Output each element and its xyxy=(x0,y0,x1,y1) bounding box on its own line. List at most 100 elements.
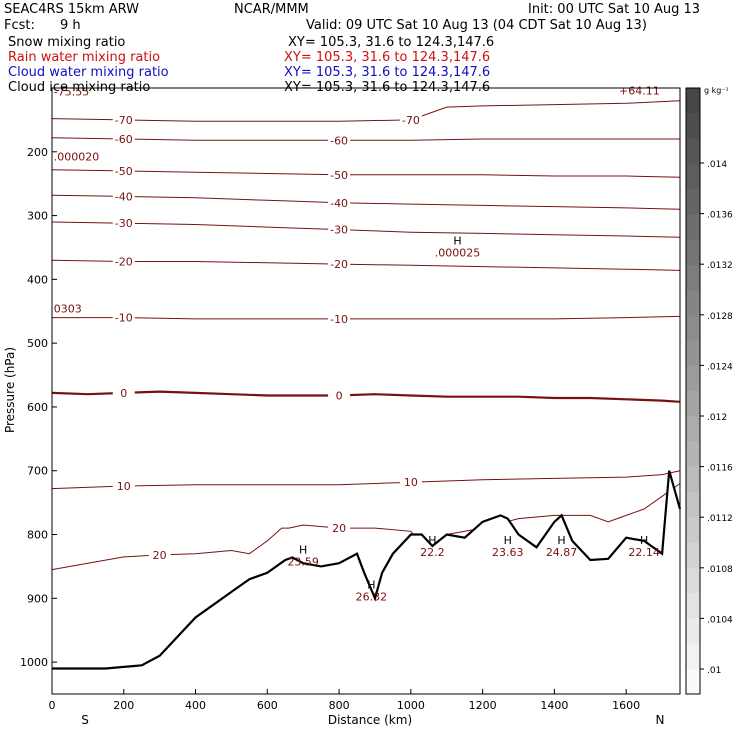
contour-label-bg xyxy=(328,311,351,325)
contour-label: -70 xyxy=(115,114,133,127)
x-axis-label: Distance (km) xyxy=(328,713,412,727)
colorbar-tick-label: .0136 xyxy=(707,211,733,221)
terrain-fill xyxy=(52,470,680,694)
contour-label: 0 xyxy=(336,389,343,402)
colorbar-segment xyxy=(686,567,700,594)
contour-label-bg xyxy=(328,257,351,271)
y-tick-label: 700 xyxy=(27,465,48,478)
colorbar-tick-label: .01 xyxy=(707,666,721,676)
x-tick-label: 0 xyxy=(49,699,56,712)
colorbar-segment xyxy=(686,643,700,670)
colorbar-tick-label: .014 xyxy=(707,160,727,170)
colorbar: .014 .0136 .0132 .0128 .0124 .012 .0116 .0112 .0… xyxy=(685,87,733,695)
colorbar-tick-label: .0112 xyxy=(707,514,733,524)
maximum-value: 23.59 xyxy=(287,556,319,569)
contour-label: -70 xyxy=(402,114,420,127)
field-xsect-cloud-water: XY= 105.3, 31.6 to 124.3,147.6 xyxy=(284,65,491,80)
contour-line xyxy=(51,390,681,403)
colorbar-segment xyxy=(686,668,700,695)
colorbar-segment xyxy=(686,290,700,316)
x-tick-label: 600 xyxy=(257,699,278,712)
colorbar-segment xyxy=(686,315,700,341)
maximum-marker: H xyxy=(428,534,436,547)
center-label: NCAR/MMM xyxy=(234,2,309,17)
contour-label-bg xyxy=(112,479,135,493)
contour-label: -40 xyxy=(115,190,133,203)
contour-line xyxy=(51,259,681,271)
x-tick-label: 800 xyxy=(329,699,350,712)
colorbar-segment xyxy=(686,138,700,165)
model-title: SEAC4RS 15km ARW xyxy=(4,2,140,17)
colorbar-segment xyxy=(686,239,700,266)
contour-line xyxy=(52,315,681,320)
contour-label: -50 xyxy=(330,169,348,182)
terrain xyxy=(52,470,682,694)
maximum-value: 22.2 xyxy=(420,546,445,559)
contour-line xyxy=(51,169,681,178)
x-tick-label: 1600 xyxy=(612,699,640,712)
field-name-snow: Snow mixing ratio xyxy=(8,35,126,50)
maximum-marker: H xyxy=(367,579,375,592)
extreme-value-label: +64.11 xyxy=(619,84,660,97)
colorbar-tick-label: .0124 xyxy=(707,362,733,372)
fcst-label: Fcst: xyxy=(4,18,35,33)
contour-label-bg xyxy=(328,133,351,147)
contour-label-bg xyxy=(112,163,135,177)
contour-label: -20 xyxy=(330,258,348,271)
contour-label-bg xyxy=(148,547,171,561)
contour-label-bg xyxy=(328,167,351,181)
contour-label: -60 xyxy=(115,133,133,146)
colorbar-frame xyxy=(685,87,701,695)
colorbar-segment xyxy=(686,466,700,493)
contour-label-bg xyxy=(112,189,135,203)
contour-label-bg xyxy=(112,132,135,146)
colorbar-segment xyxy=(686,492,700,518)
colorbar-tick-label: .0108 xyxy=(707,565,733,575)
contour-label: 10 xyxy=(117,480,131,493)
contour-label-bg xyxy=(328,222,351,236)
contour-label-bg xyxy=(328,521,351,535)
colorbar-segment xyxy=(686,593,700,619)
colorbar-tick-label: .0132 xyxy=(707,261,733,271)
y-tick-label: 400 xyxy=(27,273,48,286)
contour-label-bg xyxy=(399,475,422,489)
axes: 0 200 400 600 800 1000 1200 1400 160020030040050… xyxy=(20,146,640,712)
colorbar-segment xyxy=(686,88,700,114)
maximum-marker: H xyxy=(640,534,648,547)
colorbar-segment xyxy=(686,542,700,569)
y-tick-label: 500 xyxy=(27,337,48,350)
contour-label: 0 xyxy=(120,387,127,400)
x-end-left-label: S xyxy=(81,713,89,727)
colorbar-tick-label: .0116 xyxy=(707,464,733,474)
colorbar-segment xyxy=(686,391,700,417)
colorbar-segment xyxy=(686,214,700,240)
x-end-right-label: N xyxy=(656,713,665,727)
y-tick-label: 800 xyxy=(27,529,48,542)
contour-label: -10 xyxy=(330,313,348,326)
temperature-contours xyxy=(51,100,681,571)
contour-label: -30 xyxy=(115,217,133,230)
y-axis-label: Pressure (hPa) xyxy=(3,347,17,433)
contour-line xyxy=(51,221,681,238)
terrain-line xyxy=(52,470,682,670)
contour-label: 10 xyxy=(404,476,418,489)
field-name-cloud-water: Cloud water mixing ratio xyxy=(8,65,169,80)
contour-label-bg xyxy=(112,310,135,324)
contour-label-bg xyxy=(328,195,351,209)
contour-label-bg xyxy=(112,385,135,399)
maximum-value: 22.14 xyxy=(628,546,660,559)
maximum-value: .000025 xyxy=(435,246,481,259)
colorbar-segment xyxy=(686,416,700,442)
contour-label: 20 xyxy=(332,522,346,535)
contour-label: 20 xyxy=(153,549,167,562)
colorbar-tick-label: .0104 xyxy=(707,615,733,625)
x-tick-label: 1200 xyxy=(469,699,497,712)
contour-line xyxy=(51,100,681,122)
maximum-marker: H xyxy=(504,534,512,547)
init-label: Init: 00 UTC Sat 10 Aug 13 xyxy=(528,2,701,17)
maximum-value: 23.63 xyxy=(492,546,524,559)
fcst-value: 9 h xyxy=(60,18,81,33)
colorbar-segment xyxy=(686,365,700,392)
contour-label: -40 xyxy=(330,197,348,210)
